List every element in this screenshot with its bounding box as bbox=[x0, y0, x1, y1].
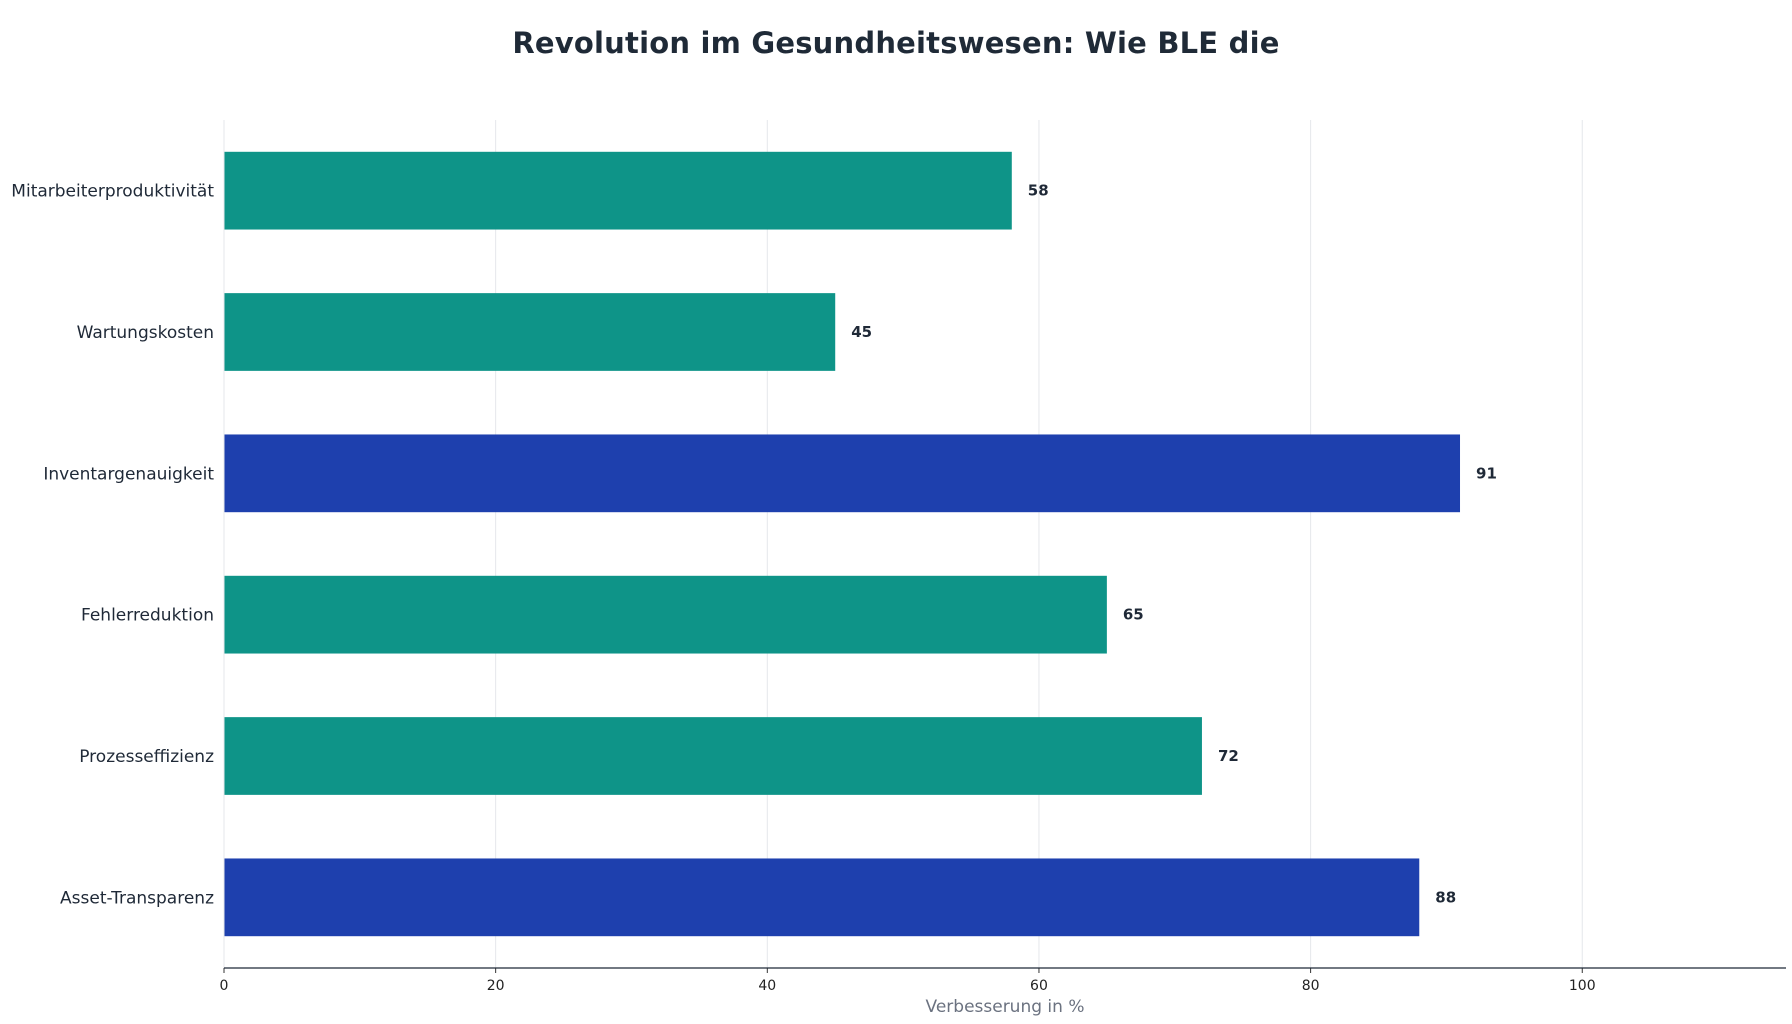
value-label: 88 bbox=[1435, 888, 1456, 906]
grid-layer bbox=[223, 120, 1583, 968]
x-tick-label: 60 bbox=[1030, 978, 1048, 994]
category-label: Inventargenauigkeit bbox=[43, 464, 214, 484]
bar bbox=[224, 151, 1012, 230]
x-tick-label: 100 bbox=[1569, 978, 1596, 994]
category-label: Asset-Transparenz bbox=[60, 888, 214, 908]
x-tick-label: 80 bbox=[1302, 978, 1320, 994]
value-label: 45 bbox=[851, 323, 872, 341]
value-label: 91 bbox=[1476, 464, 1497, 482]
bar bbox=[224, 434, 1461, 513]
value-label: 72 bbox=[1218, 747, 1239, 765]
bar bbox=[224, 575, 1107, 654]
x-tick-label: 40 bbox=[758, 978, 776, 994]
x-axis-title: Verbesserung in % bbox=[926, 997, 1085, 1017]
category-label: Fehlerreduktion bbox=[81, 606, 214, 626]
axis-layer: 0 20 40 60 80 100 Mitarbeiterproduktivität Wart… bbox=[11, 120, 1786, 994]
value-label: 58 bbox=[1028, 182, 1049, 200]
bar-layer: 58 45 91 65 72 88 bbox=[224, 151, 1497, 937]
category-label: Mitarbeiterproduktivität bbox=[11, 182, 214, 202]
category-label: Wartungskosten bbox=[77, 323, 214, 343]
bar bbox=[224, 717, 1202, 795]
x-tick-label: 20 bbox=[487, 978, 505, 994]
bar bbox=[224, 858, 1420, 937]
value-label: 65 bbox=[1123, 606, 1144, 624]
x-tick-label: 0 bbox=[220, 978, 229, 994]
chart-title: Revolution im Gesundheitswesen: Wie BLE … bbox=[512, 26, 1280, 60]
bar bbox=[224, 293, 836, 371]
category-label: Prozesseffizienz bbox=[79, 747, 214, 767]
